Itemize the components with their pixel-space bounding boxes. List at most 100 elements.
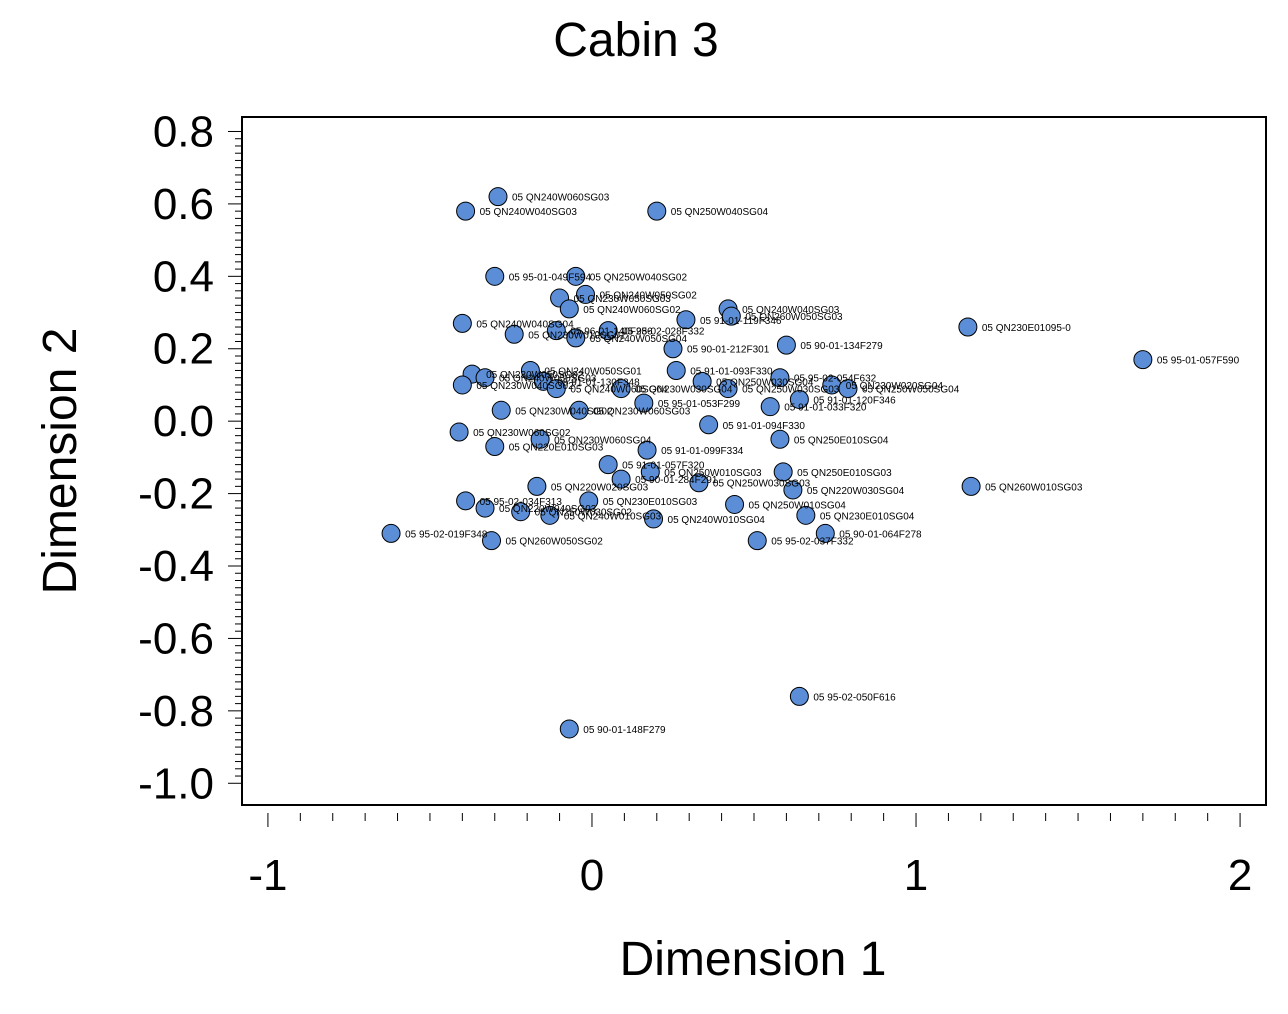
data-point	[527, 476, 547, 496]
data-point-label: 05 95-02-034F313	[480, 497, 563, 508]
data-point-label: 05 91-01-057F320	[622, 461, 705, 472]
data-point-label: 05 95-02-028F332	[622, 327, 705, 338]
data-point	[559, 719, 579, 739]
data-points	[381, 187, 1153, 739]
data-point-label: 05 QN230W060SG03	[593, 406, 691, 417]
data-point-label: 05 QN250W040SG02	[590, 272, 688, 283]
data-point-label: 05 QN240W040SG03	[480, 207, 578, 218]
data-point	[452, 375, 472, 395]
data-point	[961, 476, 981, 496]
data-point-label: 05 QN240W050SG01	[544, 366, 642, 377]
x-axis: -1 0 1 2	[248, 813, 1252, 900]
data-point-label: 05 95-01-053F299	[658, 399, 741, 410]
data-point-label: 05 QN240W040SG03	[742, 305, 840, 316]
x-tick-label: 0	[580, 851, 604, 900]
data-point	[546, 379, 566, 399]
data-point-label: 05 90-01-284F291	[635, 475, 718, 486]
y-tick-label: -0.2	[138, 470, 214, 519]
data-point	[663, 339, 683, 359]
data-point	[692, 371, 712, 391]
data-point	[773, 462, 793, 482]
data-point	[598, 321, 618, 341]
data-point-label: 05 QN230W060SG02	[473, 428, 571, 439]
data-point-label: 05 QN260W050SG03	[745, 312, 843, 323]
data-point	[482, 531, 502, 551]
data-point-label: 05 QN250W010SG03	[664, 468, 762, 479]
data-point-label: 05 91-01-099F334	[661, 446, 744, 457]
chart-title: Cabin 3	[553, 14, 718, 67]
data-point	[559, 299, 579, 319]
y-axis: 0.8 0.6 0.4 0.2 0.0 -0.2 -0.4 -0.6 -0.8 -1.0	[138, 107, 242, 808]
data-point	[456, 201, 476, 221]
data-point	[575, 284, 595, 304]
data-point-label: 05 91-01-094F330	[723, 421, 806, 432]
data-point	[475, 498, 495, 518]
data-point-label: 05 QN250W010SG04	[749, 500, 847, 511]
data-point	[815, 523, 835, 543]
data-point-label: 05 96-01-140F286	[570, 327, 653, 338]
data-point	[485, 266, 505, 286]
data-point-label: 05 QN240W050SG02	[599, 290, 697, 301]
data-point	[569, 400, 589, 420]
data-point-label: 05 95-01-057F590	[1157, 356, 1240, 367]
data-point-label: 05 QN220W040SG03	[499, 504, 597, 515]
data-point	[546, 321, 566, 341]
data-point-label: 05 QN250W030SG02	[535, 508, 633, 519]
data-point-label: 05 QN230W020SG04	[846, 381, 944, 392]
data-point-label: 05 91-01-120F346	[813, 395, 896, 406]
data-point	[760, 397, 780, 417]
data-point	[540, 505, 560, 525]
data-point-label: 05 QN230W050SG02	[486, 370, 584, 381]
data-point	[776, 335, 796, 355]
y-tick-label: 0.8	[153, 107, 214, 156]
data-point	[725, 494, 745, 514]
x-tick-label: -1	[248, 851, 287, 900]
data-point	[718, 379, 738, 399]
data-point-label: 05 QN230W040SG02	[515, 406, 613, 417]
data-point	[838, 379, 858, 399]
x-tick-label: 2	[1228, 851, 1252, 900]
data-point	[747, 531, 767, 551]
data-point-label: 05 QN240W060SG02	[583, 305, 681, 316]
data-point-label: 05 QN230W040SG02	[476, 381, 574, 392]
data-point-label: 05 QN230E010SG04	[820, 511, 915, 522]
data-point	[566, 328, 586, 348]
data-point-label: 05 90-01-148F279	[583, 725, 666, 736]
data-point	[721, 306, 741, 326]
data-point	[511, 502, 531, 522]
data-point	[1133, 350, 1153, 370]
x-axis-title: Dimension 1	[620, 933, 887, 986]
data-point	[783, 480, 803, 500]
y-tick-label: -0.8	[138, 687, 214, 736]
data-point-label: 05 QN230E010SG03	[603, 497, 698, 508]
data-point	[699, 415, 719, 435]
data-point	[789, 389, 809, 409]
data-point-label: 05 QN230W030SG04	[635, 385, 733, 396]
data-point-label: 05 QN230W010SG02	[528, 330, 626, 341]
data-point-label: 05 95-02-019F348	[405, 529, 488, 540]
data-point-label: 05 QN230E01095-0	[982, 323, 1071, 334]
data-point	[634, 393, 654, 413]
data-point	[689, 473, 709, 493]
point-labels: 05 QN240W060SG03 05 QN240W040SG03 05 QN250…	[405, 193, 1240, 736]
x-tick-label: 1	[904, 851, 928, 900]
data-point	[647, 201, 667, 221]
data-point-label: 05 QN240W060SG03	[512, 193, 610, 204]
data-point	[644, 509, 664, 529]
data-point	[958, 317, 978, 337]
data-point-label: 05 QN230W050SG03	[574, 294, 672, 305]
data-point-label: 05 QN240W010SG03	[564, 511, 662, 522]
data-point	[598, 455, 618, 475]
data-point-label: 05 95-01-049F594	[509, 272, 592, 283]
data-point	[449, 422, 469, 442]
data-point	[611, 469, 631, 489]
y-tick-label: -0.6	[138, 614, 214, 663]
data-point-label: 05 95-02-050F616	[813, 692, 896, 703]
data-point	[640, 462, 660, 482]
plot-frame	[241, 116, 1267, 806]
data-point-label: 05 95-02-054F632	[794, 374, 877, 385]
data-point-label: 05 QN240W040SG04	[476, 319, 574, 330]
data-point	[579, 491, 599, 511]
data-point-label: 05 QN240W050SG04	[590, 334, 688, 345]
